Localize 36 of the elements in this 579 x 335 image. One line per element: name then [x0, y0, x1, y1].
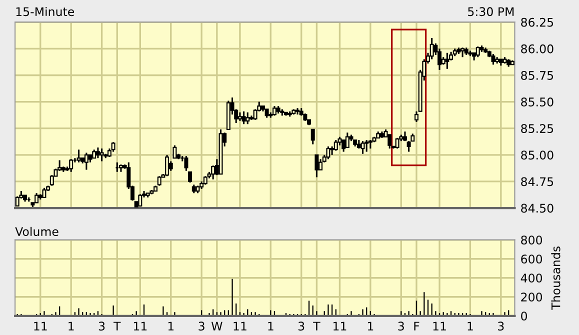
x-tick-label: 11 — [433, 322, 446, 330]
y-tick-label: 85.75 — [521, 70, 554, 80]
chart-title: 15-Minute — [16, 6, 74, 16]
x-tick-label: 11 — [134, 322, 147, 330]
x-tick-label: 1 — [268, 322, 274, 330]
x-tick-label: 1 — [68, 322, 74, 330]
x-tick-label: 3 — [198, 322, 204, 331]
x-tick-label: 3 — [398, 322, 404, 331]
x-tick-label: 1 — [468, 322, 473, 330]
x-tick-label: 11 — [334, 322, 346, 330]
x-tick-label: 3 — [298, 322, 304, 331]
x-tick-label: 1 — [368, 322, 374, 330]
x-tick-label: W — [211, 322, 222, 330]
y-tick-label: 0 — [521, 312, 528, 321]
x-tick-label: 11 — [34, 322, 47, 330]
x-tick-label: T — [313, 322, 320, 330]
y-tick-label: 400 — [520, 274, 542, 283]
chart-title: Volume — [15, 226, 58, 236]
y-tick-label: 84.75 — [521, 177, 554, 186]
x-tick-label: 3 — [498, 322, 504, 331]
x-tick-label: 11 — [234, 322, 246, 330]
x-tick-label: T — [114, 322, 121, 330]
y-tick-label: 85.25 — [521, 124, 554, 134]
x-tick-label: F — [414, 322, 420, 330]
y-tick-label: 200 — [521, 292, 542, 302]
x-tick-label: 3 — [98, 322, 105, 331]
x-tick-label: 1 — [168, 322, 174, 330]
y-tick-label: 86.25 — [521, 18, 554, 27]
y-tick-label: 600 — [521, 254, 542, 264]
y-axis-title: Thousands — [551, 246, 560, 310]
y-tick-label: 85.50 — [521, 98, 554, 106]
y-tick-label: 85.00 — [521, 150, 554, 160]
text: 5:30 PM — [468, 7, 514, 16]
y-tick-label: 84.50 — [521, 204, 554, 213]
y-tick-label: 86.00 — [521, 44, 554, 54]
y-tick-label: 800 — [521, 236, 542, 245]
